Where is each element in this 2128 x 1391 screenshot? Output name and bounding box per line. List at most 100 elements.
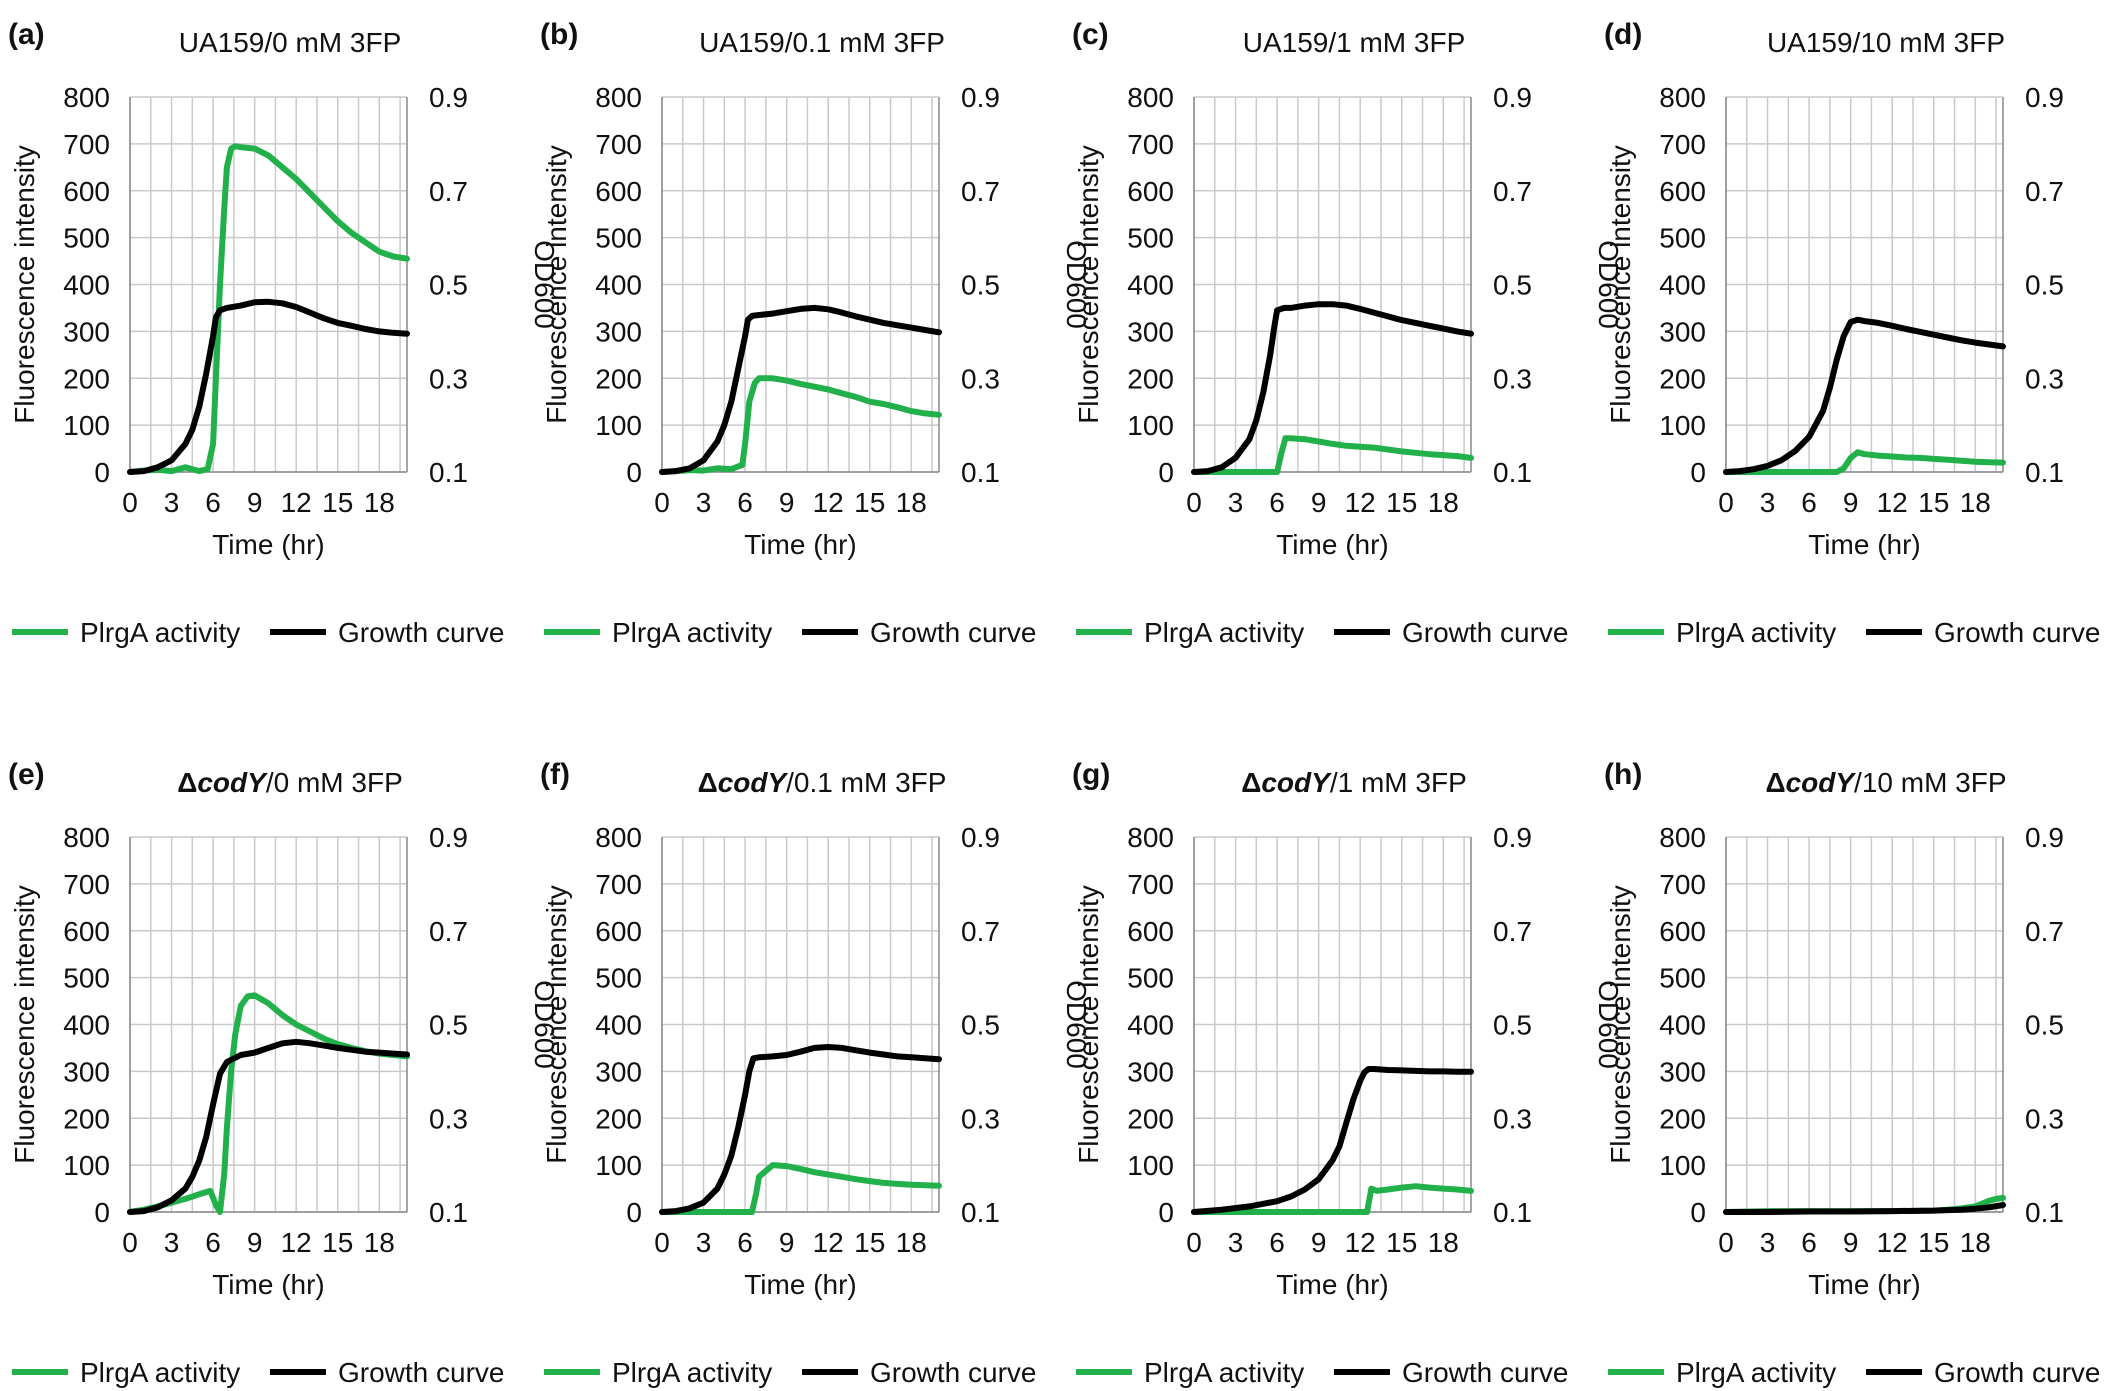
y-right-tick-label: 0.1 [429, 1197, 468, 1228]
y-left-tick-label: 100 [63, 410, 110, 441]
y-left-tick-label: 400 [595, 1010, 642, 1041]
x-tick-label: 9 [1843, 1227, 1859, 1258]
panel-label: (d) [1604, 18, 1642, 51]
title-rest: UA159/1 mM 3FP [1243, 27, 1466, 58]
y-right-tick-label: 0.1 [1493, 457, 1532, 488]
chart-panel-b: (b) UA159/0.1 mM 3FP 0 100 200 300 400 500 600 70… [540, 18, 1092, 648]
y-left-axis-title: Fluorescence intensity [9, 885, 40, 1164]
y-left-tick-label: 100 [1659, 410, 1706, 441]
y-left-tick-label: 500 [595, 223, 642, 254]
series-line-plrga [1191, 435, 1474, 475]
series-line-plrga [659, 1162, 942, 1215]
legend-label-plrga: PlrgA activity [612, 617, 772, 648]
title-prefix: Δ [698, 767, 718, 798]
x-tick-label: 12 [813, 487, 844, 518]
x-tick-label: 6 [205, 487, 221, 518]
y-left-tick-label: 300 [595, 1056, 642, 1087]
y-right-tick-label: 0.1 [1493, 1197, 1532, 1228]
x-tick-label: 6 [1269, 1227, 1285, 1258]
y-left-tick-label: 0 [1690, 457, 1706, 488]
x-tick-label: 3 [1228, 487, 1244, 518]
y-right-tick-label: 0.3 [2025, 363, 2064, 394]
y-right-tick-label: 0.5 [1493, 270, 1532, 301]
series-line-plrga [1723, 449, 2006, 475]
series-line-growth [1191, 301, 1474, 475]
x-tick-label: 12 [813, 1227, 844, 1258]
y-left-tick-label: 100 [1127, 1150, 1174, 1181]
x-axis-title: Time (hr) [744, 1269, 857, 1300]
x-axis-title: Time (hr) [1276, 529, 1389, 560]
chart-panel-d: (d) UA159/10 mM 3FP 0 100 200 300 400 500 600 700… [1604, 18, 2128, 648]
panel-title: ΔcodY/0.1 mM 3FP [698, 767, 947, 798]
y-left-tick-label: 800 [1659, 82, 1706, 113]
y-left-tick-label: 400 [63, 270, 110, 301]
x-tick-label: 12 [1345, 1227, 1376, 1258]
y-right-tick-label: 0.7 [1493, 176, 1532, 207]
panel-label: (a) [8, 18, 45, 51]
y-right-tick-label: 0.9 [961, 822, 1000, 853]
y-left-tick-label: 200 [1659, 1103, 1706, 1134]
legend-label-growth: Growth curve [338, 617, 505, 648]
panel-label: (c) [1072, 18, 1109, 51]
y-left-tick-label: 400 [1659, 1010, 1706, 1041]
x-axis-title: Time (hr) [1808, 529, 1921, 560]
series-line-growth [1723, 316, 2006, 475]
chart-panel-g: (g) ΔcodY/1 mM 3FP 0 100 200 300 400 500 600 700 8… [1072, 758, 1624, 1388]
x-axis-title: Time (hr) [212, 529, 325, 560]
x-tick-label: 9 [247, 1227, 263, 1258]
y-left-tick-label: 700 [63, 129, 110, 160]
x-tick-label: 12 [1877, 487, 1908, 518]
x-tick-label: 6 [1801, 487, 1817, 518]
x-tick-label: 9 [1311, 1227, 1327, 1258]
y-left-tick-label: 500 [1659, 963, 1706, 994]
panel-label: (f) [540, 758, 570, 791]
y-right-axis-title: OD600 [1061, 980, 1092, 1069]
y-right-axis-title: OD600 [529, 980, 560, 1069]
y-left-tick-label: 800 [1659, 822, 1706, 853]
y-left-tick-label: 600 [1659, 176, 1706, 207]
legend-label-growth: Growth curve [870, 1357, 1037, 1388]
x-tick-label: 3 [1760, 1227, 1776, 1258]
x-tick-label: 18 [1960, 487, 1991, 518]
x-tick-label: 9 [1843, 487, 1859, 518]
y-left-tick-label: 400 [63, 1010, 110, 1041]
x-tick-label: 15 [854, 487, 885, 518]
y-right-axis-title: OD600 [1593, 240, 1624, 329]
y-left-tick-label: 200 [63, 363, 110, 394]
chart-panel-e: (e) ΔcodY/0 mM 3FP 0 100 200 300 400 500 600 700 8… [8, 758, 560, 1388]
panel-label: (h) [1604, 758, 1642, 791]
x-tick-label: 15 [1918, 487, 1949, 518]
y-left-tick-label: 800 [1127, 82, 1174, 113]
y-right-tick-label: 0.7 [2025, 176, 2064, 207]
x-tick-label: 15 [322, 487, 353, 518]
legend-label-growth: Growth curve [1934, 617, 2101, 648]
y-left-tick-label: 100 [63, 1150, 110, 1181]
y-right-tick-label: 0.9 [961, 82, 1000, 113]
x-axis-title: Time (hr) [1808, 1269, 1921, 1300]
y-right-tick-label: 0.3 [429, 363, 468, 394]
x-tick-label: 3 [164, 1227, 180, 1258]
y-left-tick-label: 0 [1690, 1197, 1706, 1228]
x-tick-label: 12 [1877, 1227, 1908, 1258]
y-right-axis-title: OD600 [1593, 980, 1624, 1069]
title-rest: /0 mM 3FP [266, 767, 403, 798]
x-tick-label: 6 [1801, 1227, 1817, 1258]
y-left-tick-label: 0 [626, 1197, 642, 1228]
title-prefix: Δ [1765, 767, 1785, 798]
title-italic: codY [197, 767, 268, 798]
series-line-plrga [659, 375, 942, 475]
y-right-tick-label: 0.7 [2025, 916, 2064, 947]
legend-label-plrga: PlrgA activity [1144, 617, 1304, 648]
title-rest: /1 mM 3FP [1330, 767, 1467, 798]
y-right-tick-label: 0.9 [1493, 82, 1532, 113]
y-left-tick-label: 700 [1127, 129, 1174, 160]
x-tick-label: 15 [854, 1227, 885, 1258]
legend-label-growth: Growth curve [1402, 1357, 1569, 1388]
legend-label-growth: Growth curve [1402, 617, 1569, 648]
y-left-tick-label: 300 [595, 316, 642, 347]
x-tick-label: 18 [896, 1227, 927, 1258]
y-right-axis-title: OD600 [2125, 240, 2128, 329]
y-left-tick-label: 200 [1659, 363, 1706, 394]
y-right-tick-label: 0.5 [2025, 270, 2064, 301]
y-right-axis-title: OD600 [2125, 980, 2128, 1069]
